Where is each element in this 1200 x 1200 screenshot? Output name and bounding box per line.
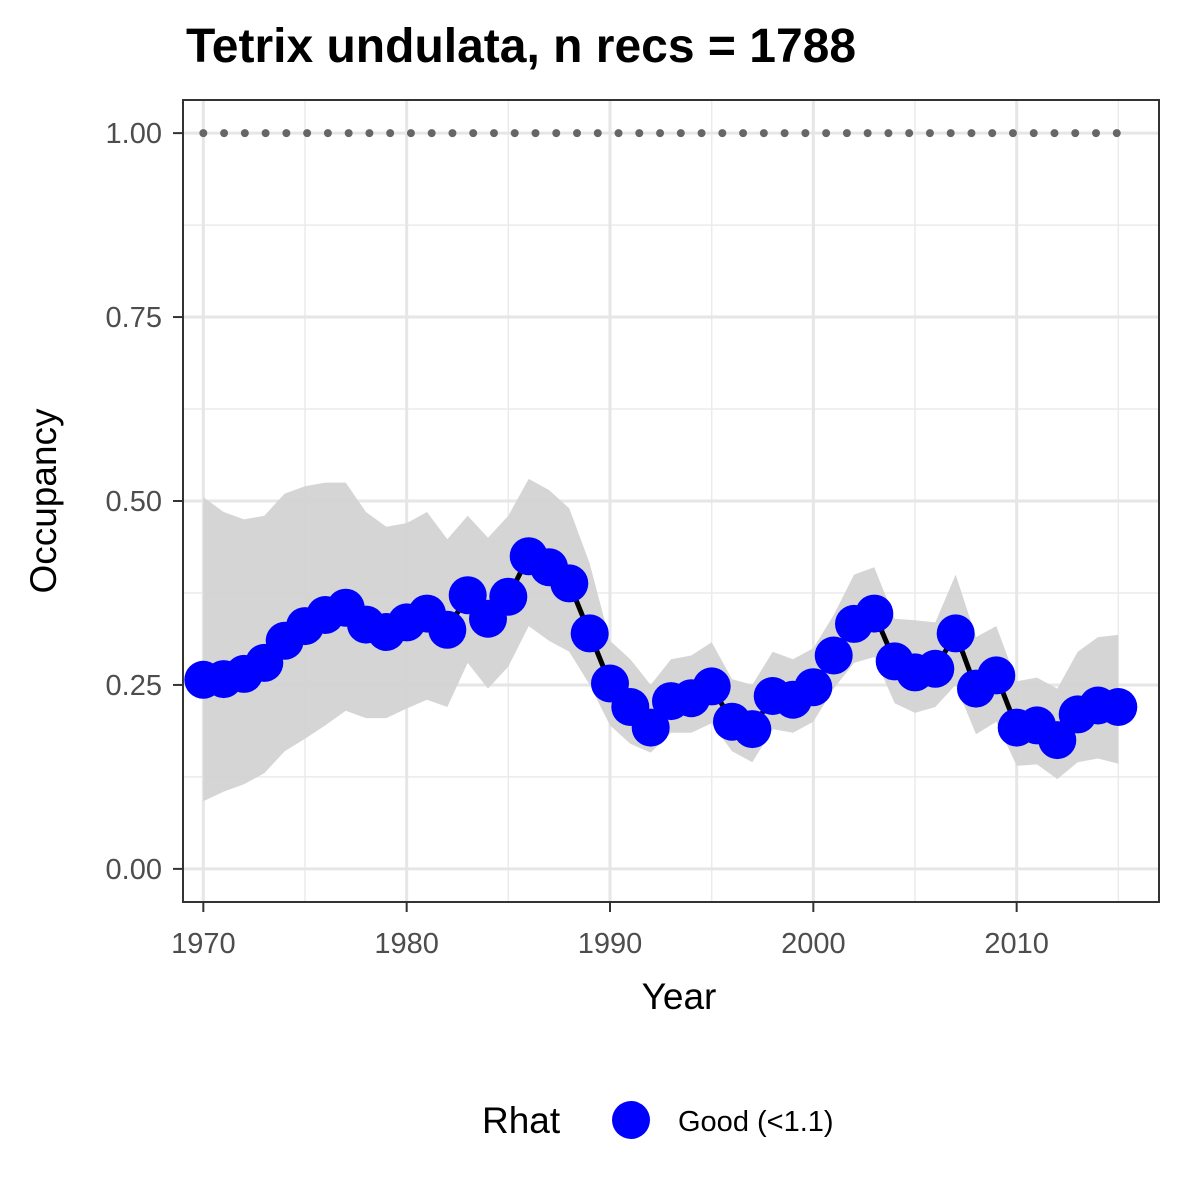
data-point [936, 614, 975, 653]
x-tick-label: 1970 [171, 928, 236, 960]
legend: Rhat Good (<1.1) [482, 1100, 834, 1141]
y-tick-label: 1.00 [106, 118, 162, 150]
data-point [916, 649, 955, 688]
data-point [631, 708, 670, 747]
x-tick-label: 2010 [984, 928, 1049, 960]
legend-key-point [612, 1101, 650, 1139]
y-tick-label: 0.25 [106, 670, 162, 702]
ci-ribbon [203, 478, 1119, 802]
data-point [550, 564, 589, 603]
x-tick-label: 1980 [374, 928, 439, 960]
data-point [794, 668, 833, 707]
data-point [1038, 721, 1077, 760]
x-tick-label: 2000 [781, 928, 846, 960]
y-tick-label: 0.00 [106, 854, 162, 886]
y-tick-label: 0.50 [106, 486, 162, 518]
data-point [977, 656, 1016, 695]
data-point [692, 667, 731, 706]
legend-title: Rhat [482, 1100, 561, 1141]
data-point [733, 710, 772, 749]
data-point [814, 636, 853, 675]
legend-label: Good (<1.1) [678, 1106, 834, 1138]
data-point [489, 577, 528, 616]
data-point [428, 610, 467, 649]
data-point [855, 594, 894, 633]
y-axis-title: Occupancy [23, 408, 64, 594]
y-axis: 0.00 0.25 0.50 0.75 1.00 [106, 118, 183, 886]
y-tick-label: 0.75 [106, 302, 162, 334]
credible-interval-ribbon [203, 478, 1119, 802]
data-point [1099, 688, 1138, 726]
data-points [184, 537, 1138, 760]
data-point [570, 614, 609, 653]
chart-title: Tetrix undulata, n recs = 1788 [186, 20, 856, 73]
x-tick-label: 1990 [578, 928, 643, 960]
x-axis: 1970 1980 1990 2000 2010 [171, 902, 1049, 960]
x-axis-title: Year [642, 976, 717, 1017]
grid [183, 100, 1159, 902]
